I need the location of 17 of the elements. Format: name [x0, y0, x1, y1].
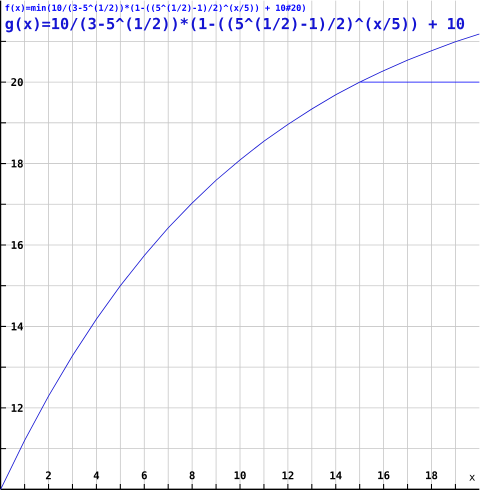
x-axis-title: x [469, 474, 475, 481]
x-tick-label: 18 [426, 471, 438, 480]
text: f(x)=min(10/(3-5^(1/2))*(1-((5^(1/2)-1)/2)^(x/5)) + 10#20) [5, 4, 305, 12]
y-tick-label: 18 [12, 160, 23, 168]
x-tick-label: 12 [282, 471, 294, 480]
x-tick-label: 14 [330, 472, 342, 480]
series-label: g(x)=10/(3-5^(1/2))*(1-((5^(1/2)-1)/2)^(x/5)) + 10 [5, 18, 464, 32]
x-tick-label: 6 [142, 471, 147, 480]
x-tick-label: 4 [94, 472, 100, 480]
y-tick-label: 16 [12, 240, 23, 250]
x-tick-label: 16 [378, 471, 390, 480]
y-tick-label: 20 [11, 78, 23, 86]
x-tick-label: 8 [190, 471, 195, 480]
x-tick-label: 2 [46, 471, 51, 480]
x-tick-label: 10 [234, 471, 246, 480]
y-tick-label: 12 [12, 404, 23, 412]
y-tick-label: 14 [12, 322, 24, 330]
